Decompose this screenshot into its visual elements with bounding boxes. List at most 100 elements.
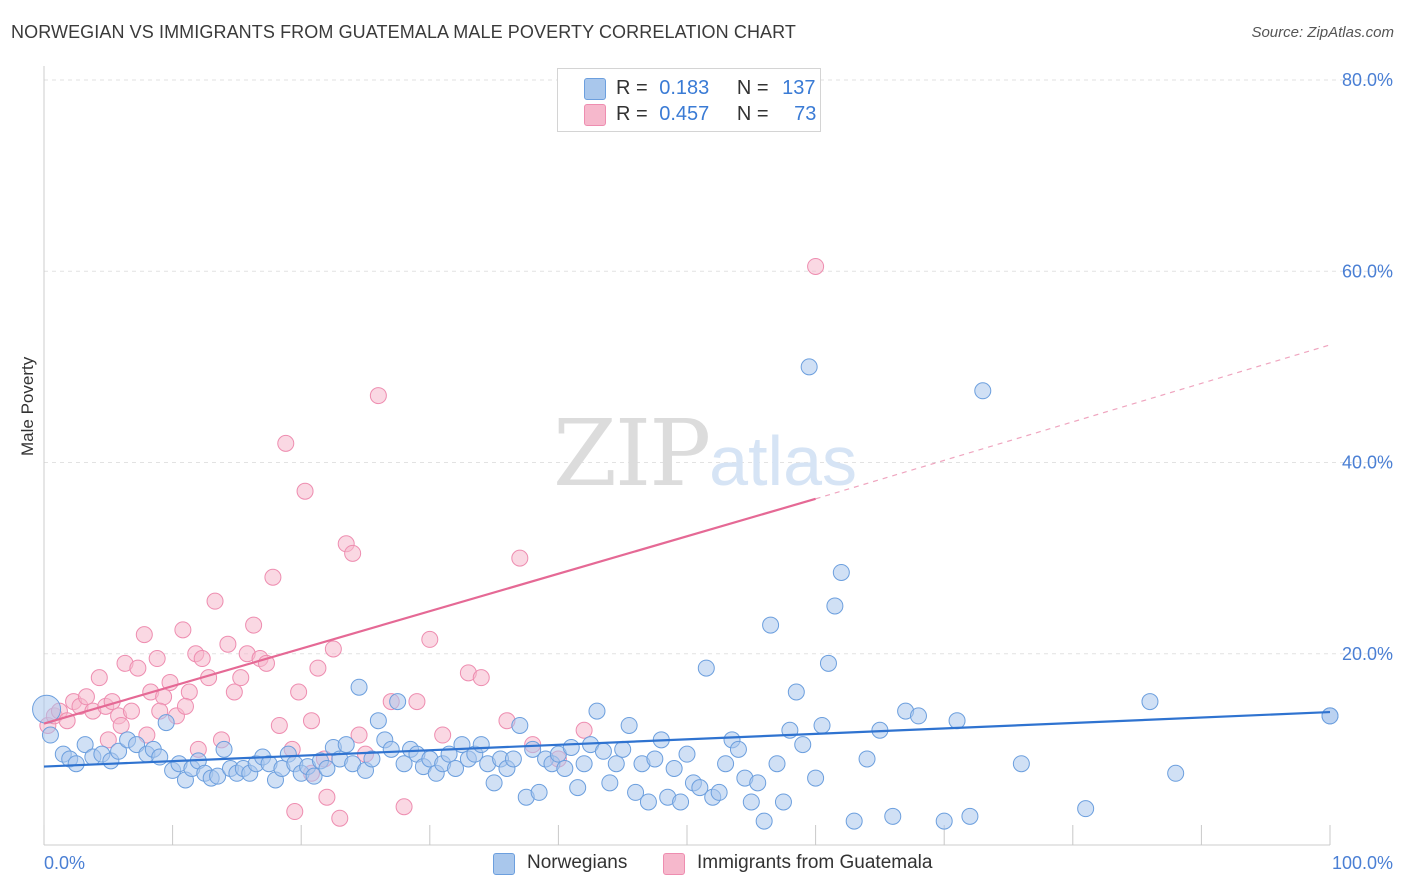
legend-swatch-blue xyxy=(493,853,515,875)
data-point-norwegian xyxy=(691,779,709,797)
data-point-guatemala xyxy=(302,712,320,730)
data-point-norwegian xyxy=(832,563,850,581)
data-point-guatemala xyxy=(90,669,108,687)
data-point-norwegian xyxy=(447,760,465,777)
data-point-norwegian xyxy=(389,693,407,711)
x-tick-label: 0.0% xyxy=(44,853,85,873)
data-point-norwegian xyxy=(774,793,792,811)
data-point-guatemala xyxy=(180,683,198,701)
data-point-norwegian xyxy=(485,774,503,792)
legend-label: Norwegians xyxy=(527,852,628,873)
watermark-atlas: atlas xyxy=(709,422,858,500)
data-point-guatemala xyxy=(472,669,490,687)
data-point-norwegian xyxy=(948,712,966,730)
legend-n-label: N = xyxy=(736,103,769,125)
data-point-guatemala xyxy=(511,549,529,567)
legend-r-value: 0.183 xyxy=(659,77,710,99)
gridlines xyxy=(44,79,1392,655)
data-point-norwegian xyxy=(639,793,657,811)
y-tick-label: 60.0% xyxy=(1342,261,1393,281)
data-point-norwegian xyxy=(974,382,992,400)
data-point-norwegian xyxy=(845,812,863,830)
watermark: ZIPatlas xyxy=(553,400,857,507)
data-point-guatemala xyxy=(277,434,295,452)
data-point-norwegian xyxy=(717,755,735,773)
data-point-guatemala xyxy=(122,702,140,720)
data-point-norwegian xyxy=(1321,707,1339,725)
data-point-norwegian xyxy=(1141,693,1159,711)
legend-n-value: 73 xyxy=(794,103,817,125)
data-point-norwegian xyxy=(588,702,606,720)
data-point-guatemala xyxy=(290,683,308,701)
legend-n-label: N = xyxy=(736,77,769,99)
data-point-norwegian xyxy=(755,812,773,830)
data-point-guatemala xyxy=(135,626,153,644)
legend-label: Immigrants from Guatemala xyxy=(697,852,933,873)
data-point-norwegian xyxy=(614,740,632,758)
data-point-guatemala xyxy=(225,683,243,701)
data-point-norwegian xyxy=(562,738,580,756)
y-tick-label: 80.0% xyxy=(1342,70,1393,90)
data-point-norwegian xyxy=(575,755,593,773)
data-point-guatemala xyxy=(309,659,327,677)
data-point-guatemala xyxy=(331,809,349,827)
data-point-norwegian xyxy=(569,779,587,797)
data-point-guatemala xyxy=(219,635,237,653)
data-point-guatemala xyxy=(129,659,147,677)
data-point-norwegian xyxy=(961,807,979,825)
data-point-norwegian xyxy=(627,783,645,801)
legend-r-label: R = xyxy=(616,103,648,125)
data-point-norwegian xyxy=(76,736,94,754)
data-point-guatemala xyxy=(344,544,362,562)
data-point-guatemala xyxy=(174,621,192,639)
data-point-norwegian xyxy=(826,597,844,615)
data-point-norwegian xyxy=(909,707,927,725)
trend-line-norwegians xyxy=(43,710,1331,768)
data-point-guatemala xyxy=(264,568,282,586)
tick-labels: 20.0% 40.0% 60.0% 80.0% 0.0% 100.0% xyxy=(44,70,1393,873)
data-point-guatemala xyxy=(350,726,368,744)
legend-r-label: R = xyxy=(616,77,648,99)
legend-swatch-pink xyxy=(663,853,685,875)
data-point-norwegian xyxy=(672,793,690,811)
data-point-norwegian xyxy=(350,678,368,696)
data-point-norwegian xyxy=(215,740,233,758)
data-point-norwegian xyxy=(1167,764,1185,782)
y-tick-label: 20.0% xyxy=(1342,644,1393,664)
data-point-norwegian xyxy=(382,740,400,758)
data-point-guatemala xyxy=(434,726,452,744)
series-immigrants-guatemala xyxy=(39,257,825,827)
data-point-guatemala xyxy=(421,630,439,648)
data-point-guatemala xyxy=(176,697,194,715)
data-point-guatemala xyxy=(296,482,314,500)
watermark-zip: ZIP xyxy=(553,400,711,507)
data-point-norwegian xyxy=(601,774,619,792)
data-point-guatemala xyxy=(369,387,387,405)
data-point-norwegian xyxy=(530,783,548,801)
data-point-norwegian xyxy=(318,760,336,777)
data-point-guatemala xyxy=(286,803,304,821)
data-point-norwegian xyxy=(337,736,355,754)
y-tick-label: 40.0% xyxy=(1342,453,1393,473)
data-point-guatemala xyxy=(575,721,593,739)
data-point-norwegian xyxy=(157,714,175,732)
data-point-norwegian xyxy=(749,774,767,792)
data-point-norwegian xyxy=(710,783,728,801)
data-point-norwegian xyxy=(787,683,805,701)
chart-title: NORWEGIAN VS IMMIGRANTS FROM GUATEMALA M… xyxy=(11,22,797,42)
legend-r-value: 0.457 xyxy=(659,103,710,125)
data-point-norwegian xyxy=(819,654,837,672)
data-point-norwegian xyxy=(768,755,786,773)
data-point-norwegian xyxy=(209,767,227,785)
trend-line-guatemala-extension xyxy=(815,344,1331,500)
data-point-norwegian xyxy=(41,726,59,744)
data-point-norwegian xyxy=(1012,755,1030,773)
data-point-norwegian xyxy=(729,740,747,758)
data-point-norwegian xyxy=(620,716,638,734)
data-point-norwegian xyxy=(742,793,760,811)
data-point-norwegian xyxy=(556,760,574,777)
y-axis-label: Male Poverty xyxy=(18,356,37,456)
data-point-guatemala xyxy=(245,616,263,634)
legend-swatch-pink xyxy=(584,104,606,126)
